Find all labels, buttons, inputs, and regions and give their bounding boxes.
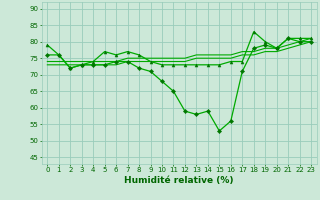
X-axis label: Humidité relative (%): Humidité relative (%) xyxy=(124,176,234,185)
